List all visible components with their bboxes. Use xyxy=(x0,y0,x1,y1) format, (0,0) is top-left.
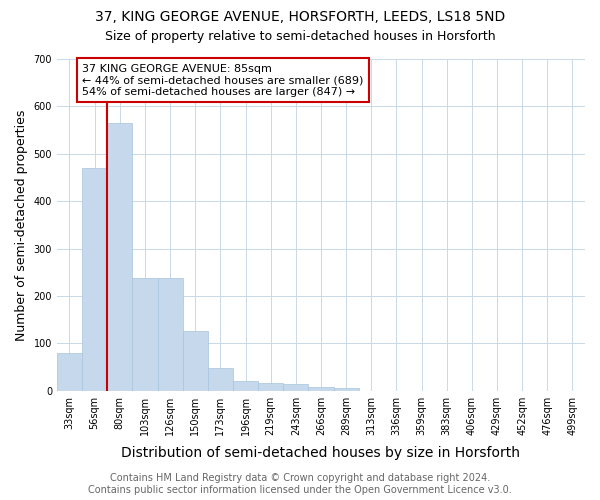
Bar xyxy=(208,368,233,390)
Bar xyxy=(82,168,107,390)
Y-axis label: Number of semi-detached properties: Number of semi-detached properties xyxy=(15,109,28,340)
Bar xyxy=(182,332,208,390)
Bar xyxy=(308,387,334,390)
Text: 37, KING GEORGE AVENUE, HORSFORTH, LEEDS, LS18 5ND: 37, KING GEORGE AVENUE, HORSFORTH, LEEDS… xyxy=(95,10,505,24)
Bar xyxy=(133,278,158,390)
Text: 37 KING GEORGE AVENUE: 85sqm
← 44% of semi-detached houses are smaller (689)
54%: 37 KING GEORGE AVENUE: 85sqm ← 44% of se… xyxy=(82,64,364,97)
Bar xyxy=(258,382,283,390)
Bar xyxy=(283,384,308,390)
Bar xyxy=(233,381,258,390)
Text: Size of property relative to semi-detached houses in Horsforth: Size of property relative to semi-detach… xyxy=(104,30,496,43)
Text: Contains HM Land Registry data © Crown copyright and database right 2024.
Contai: Contains HM Land Registry data © Crown c… xyxy=(88,474,512,495)
Bar xyxy=(334,388,359,390)
Bar xyxy=(158,278,182,390)
Bar xyxy=(57,352,82,391)
X-axis label: Distribution of semi-detached houses by size in Horsforth: Distribution of semi-detached houses by … xyxy=(121,446,520,460)
Bar xyxy=(107,123,133,390)
